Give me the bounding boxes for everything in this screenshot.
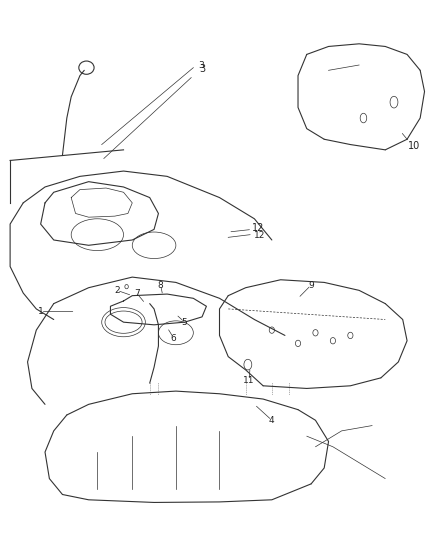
Text: 11: 11 — [243, 376, 254, 385]
Text: 5: 5 — [181, 318, 187, 327]
Text: 3: 3 — [198, 61, 204, 69]
Text: 3: 3 — [198, 64, 205, 74]
Text: 6: 6 — [170, 334, 176, 343]
Text: 1: 1 — [38, 307, 43, 316]
Text: 12: 12 — [251, 223, 264, 233]
Text: 2: 2 — [114, 286, 120, 295]
Text: 7: 7 — [134, 288, 139, 297]
Text: 9: 9 — [307, 280, 313, 289]
Text: 10: 10 — [406, 141, 419, 151]
Text: 8: 8 — [157, 280, 163, 289]
Text: 4: 4 — [268, 416, 274, 425]
Text: 12: 12 — [254, 231, 265, 240]
